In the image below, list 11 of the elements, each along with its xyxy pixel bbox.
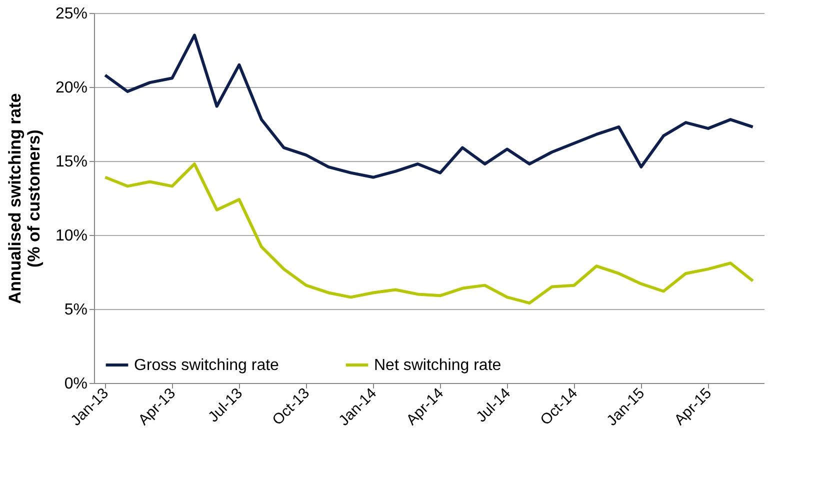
line-series [104, 34, 754, 179]
y-tick-label: 20% [55, 80, 88, 96]
line-series [104, 162, 754, 305]
legend-label: Gross switching rate [134, 357, 280, 374]
y-tick-label: 5% [64, 302, 88, 318]
y-tick-label: 25% [55, 6, 88, 22]
y-tick-label: 0% [64, 376, 88, 392]
y-tick-label: 10% [55, 228, 88, 244]
legend-label: Net switching rate [374, 357, 502, 374]
y-tick-label: 15% [55, 154, 88, 170]
y-axis-title: Annualised switching rate (% of customers) [5, 93, 44, 304]
